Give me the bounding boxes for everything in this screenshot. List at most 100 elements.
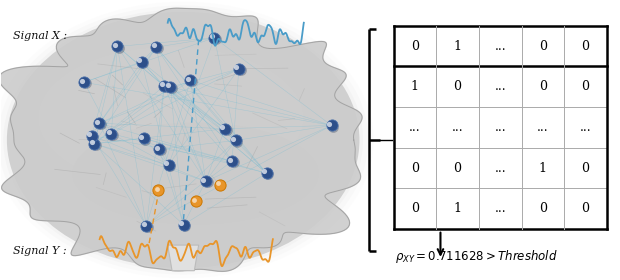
Ellipse shape [72,122,319,225]
Point [232,139,242,144]
Point [203,180,213,185]
Point [188,198,198,202]
Text: 0: 0 [582,39,590,53]
Point [154,188,164,192]
Point [167,86,177,90]
Point [94,121,104,125]
Point [159,84,169,88]
Point [264,172,273,176]
Text: 0: 0 [539,80,547,93]
Point [87,133,97,138]
Text: Signal Y :: Signal Y : [13,246,67,256]
Point [87,140,97,144]
Text: ...: ... [494,121,506,134]
Point [207,34,217,38]
Text: ...: ... [494,39,506,53]
Point [139,222,149,227]
Text: 1: 1 [539,162,547,175]
Point [154,147,164,151]
Point [327,123,337,128]
Point [179,222,188,227]
Point [218,125,228,129]
Point [79,80,89,85]
Point [91,143,101,147]
Point [329,124,339,129]
Point [107,131,117,136]
Text: ...: ... [494,162,506,175]
Point [149,43,159,48]
Point [224,157,234,162]
Ellipse shape [0,5,368,275]
Point [210,36,219,40]
Text: 0: 0 [582,202,590,215]
Point [231,138,241,143]
Point [201,179,211,183]
Point [190,199,200,204]
Point [163,83,173,87]
Point [213,181,223,185]
Point [236,68,246,72]
Point [77,78,87,83]
Text: ...: ... [452,121,463,134]
Point [114,45,124,50]
Point [81,81,91,86]
Point [143,225,153,229]
Point [84,132,94,136]
Point [141,137,151,142]
Text: 0: 0 [582,162,590,175]
Text: ...: ... [580,121,591,134]
Point [161,161,171,165]
Text: ...: ... [494,202,506,215]
Point [134,58,144,62]
Point [180,223,190,228]
Point [89,141,99,146]
Text: 0: 0 [411,202,419,215]
Text: 1: 1 [411,80,419,93]
Point [198,177,208,182]
Point [187,79,197,84]
Point [262,171,272,175]
Point [161,85,171,89]
Ellipse shape [7,12,360,268]
Ellipse shape [3,9,363,271]
Point [183,76,193,81]
Point [96,122,106,127]
Point [136,59,146,64]
Point [136,134,146,139]
Point [141,224,151,228]
Text: ...: ... [537,121,549,134]
Point [108,132,118,137]
Text: 0: 0 [539,39,547,53]
Text: 0: 0 [411,162,419,175]
Text: 0: 0 [411,39,419,53]
Text: 1: 1 [454,202,461,215]
Point [166,164,175,168]
Point [92,119,102,124]
Polygon shape [0,8,362,271]
Text: ...: ... [409,121,420,134]
Point [176,221,186,225]
Point [104,130,114,134]
Text: 0: 0 [454,162,461,175]
Point [156,148,166,153]
Point [231,65,241,69]
Point [259,169,269,174]
Point [139,136,149,141]
Text: 0: 0 [454,80,461,93]
Text: Signal X :: Signal X : [13,31,67,41]
Point [152,186,162,191]
Point [215,182,225,187]
Text: 1: 1 [454,39,461,53]
Point [151,45,161,49]
Point [229,160,239,165]
Point [228,137,238,141]
Point [185,78,195,83]
Point [110,43,120,47]
Point [153,46,163,50]
Point [324,122,334,126]
Point [152,145,162,150]
Point [157,82,167,87]
Point [89,134,99,139]
Point [227,159,237,164]
Text: 0: 0 [539,202,547,215]
